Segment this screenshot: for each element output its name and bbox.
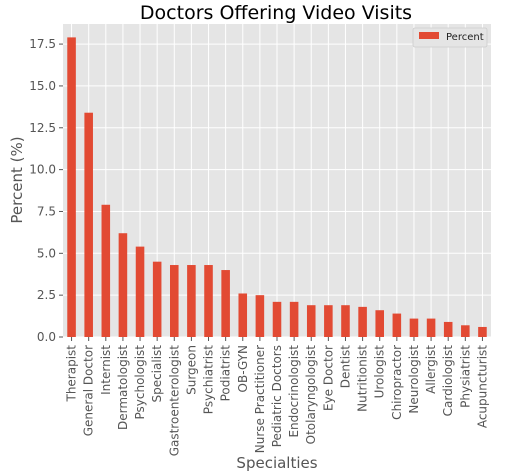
x-tick-label: Surgeon: [184, 345, 198, 395]
x-tick-label: OB-GYN: [236, 345, 250, 392]
bar-eye-doctor: [324, 305, 333, 337]
x-tick-label: Nurse Practitioner: [253, 345, 267, 453]
legend-label: Percent: [446, 32, 484, 43]
x-tick-label: Psychiatrist: [202, 345, 216, 414]
x-tick-label: Otolaryngologist: [304, 345, 318, 445]
x-axis-label: Specialties: [236, 454, 317, 472]
x-tick-label: Neurologist: [407, 345, 421, 414]
x-tick-label: Acupuncturist: [475, 345, 489, 428]
bar-dermatologist: [118, 233, 128, 337]
bar-dentist: [341, 305, 350, 337]
x-tick-label: Podiatrist: [219, 345, 233, 402]
bar-psychologist: [135, 246, 145, 337]
x-tick-label: Pediatric Doctors: [270, 345, 284, 447]
x-tick-label: Eye Doctor: [321, 345, 335, 411]
x-tick-label: Internist: [99, 345, 113, 395]
bar-internist: [101, 204, 111, 337]
x-tick-label: Psychologist: [133, 345, 147, 420]
y-tick-label: 7.5: [37, 204, 56, 218]
bar-endocrinologist: [289, 301, 299, 337]
y-tick-label: 2.5: [37, 288, 56, 302]
x-tick-label: Dermatologist: [116, 345, 130, 430]
y-tick-label: 15.0: [29, 79, 56, 93]
bar-gastroenterologist: [170, 265, 179, 337]
x-tick-label: Urologist: [373, 345, 387, 399]
x-tick-label: Specialist: [150, 345, 164, 403]
x-tick-label: Chiropractor: [390, 345, 404, 420]
x-tick-label: Cardiologist: [441, 345, 455, 417]
y-tick-label: 17.5: [29, 37, 56, 51]
bar-neurologist: [409, 318, 419, 337]
bar-general-doctor: [84, 112, 93, 337]
bar-nutritionist: [358, 306, 367, 337]
x-axis-ticks: Therapist General Doctor Internist Dermatol…: [65, 337, 489, 457]
x-tick-label: Endocrinologist: [287, 345, 301, 438]
bar-acupuncturist: [478, 326, 487, 337]
y-tick-label: 0.0: [37, 330, 56, 344]
bar-allergist: [426, 318, 436, 337]
x-tick-label: Physiatrist: [458, 345, 472, 408]
legend-swatch: [419, 32, 439, 39]
bar-therapist: [67, 37, 76, 337]
chart-title: Doctors Offering Video Visits: [140, 2, 412, 24]
bar-ob-gyn: [238, 293, 248, 337]
x-tick-label: Allergist: [424, 345, 438, 394]
y-tick-label: 10.0: [29, 163, 56, 177]
bar-specialist: [152, 261, 162, 337]
bar-nurse-practitioner: [255, 295, 265, 337]
bar-physiatrist: [461, 325, 470, 337]
bar-psychiatrist: [204, 265, 213, 337]
x-tick-label: Therapist: [65, 345, 79, 403]
y-tick-label: 12.5: [29, 121, 56, 135]
bar-urologist: [375, 310, 384, 337]
y-tick-label: 5.0: [37, 246, 56, 260]
bars: [67, 37, 487, 337]
bar-podiatrist: [221, 270, 230, 337]
y-axis-ticks: 0.0 2.5 5.0 7.5 10.0 12.5 15.0 17.5: [29, 37, 63, 344]
legend: Percent: [412, 27, 488, 48]
x-tick-label: Nutritionist: [356, 345, 370, 412]
x-tick-label: General Doctor: [82, 345, 96, 436]
bar-otolaryngologist: [306, 305, 316, 337]
bar-pediatric-doctors: [272, 301, 282, 337]
x-tick-label: Dentist: [338, 345, 352, 389]
y-axis-label: Percent (%): [8, 136, 26, 223]
x-tick-label: Gastroenterologist: [167, 345, 181, 457]
bar-surgeon: [187, 265, 196, 337]
bar-cardiologist: [443, 321, 453, 337]
bar-chiropractor: [392, 313, 402, 337]
